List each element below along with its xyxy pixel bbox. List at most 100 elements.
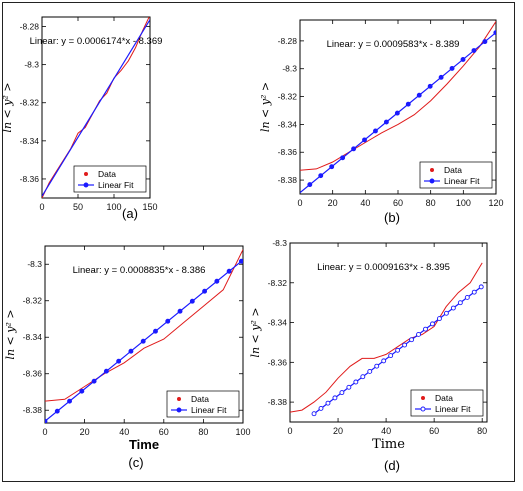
plot-content: [45, 249, 243, 423]
fit-marker: [153, 328, 158, 334]
fit-marker: [373, 128, 378, 134]
legend-label-fit: Linear Fit: [98, 180, 134, 190]
fit-marker: [340, 155, 346, 161]
x-tick-label: 40: [360, 198, 370, 208]
fit-marker: [450, 305, 456, 311]
fit-marker: [67, 398, 73, 404]
y-tick-label: -8.32: [23, 296, 43, 306]
x-tick-label: 40: [381, 426, 391, 436]
fit-marker: [416, 92, 422, 98]
legend-box: [410, 389, 484, 417]
y-axis-label: ln < y² >: [4, 309, 17, 359]
x-tick-label: 100: [456, 198, 471, 208]
y-tick-label: -8.36: [20, 174, 40, 184]
x-tick-label: 150: [142, 202, 157, 212]
fit-marker: [351, 146, 357, 152]
legend-marker-fit: [176, 407, 182, 413]
fit-marker: [457, 300, 463, 306]
y-tick-label: -8.36: [23, 369, 43, 379]
fit-marker: [54, 408, 60, 414]
fit-marker: [339, 390, 345, 396]
legend-marker-data: [177, 397, 181, 401]
y-tick-label: -8.32: [278, 92, 298, 102]
y-tick-label: -8.32: [20, 98, 40, 108]
legend-marker-data: [421, 396, 425, 400]
fit-marker: [388, 353, 394, 359]
fit-equation-annotation: Linear: y = 0.0006174*x - 8.369: [30, 36, 163, 47]
chart-panel-4: 0 20 40 60 80 -8.3 -8.32 -8.34 -8.36 -8.38 Linear:…: [249, 238, 488, 473]
fit-marker: [214, 278, 220, 284]
fit-marker: [395, 347, 401, 353]
y-tick-label: -8.34: [278, 119, 298, 129]
y-tick-label: -8.32: [268, 278, 288, 288]
panel-label: (c): [128, 455, 143, 470]
x-tick-label: 0: [297, 198, 302, 208]
x-tick-label: 20: [80, 427, 90, 437]
y-axis-label: ln < y² >: [1, 82, 14, 132]
legend-box: [419, 161, 493, 189]
legend-label-fit: Linear Fit: [191, 405, 227, 415]
fit-marker: [189, 298, 195, 304]
fit-marker: [116, 358, 122, 364]
y-axis-label: ln < y² >: [249, 307, 262, 357]
y-tick-label: -8.36: [278, 147, 298, 157]
legend-marker-data: [84, 172, 88, 176]
legend-label-data: Data: [98, 169, 116, 179]
chart-panel-2: 0 20 40 60 80 100 120 -8.28 -8.3 -8.32 -8.34 -8.36 -…: [259, 19, 504, 225]
legend-label-data: Data: [435, 393, 453, 403]
y-tick-label: -8.38: [268, 397, 288, 407]
legend-marker-fit: [420, 406, 426, 412]
fit-marker: [362, 137, 367, 143]
fit-marker: [226, 268, 232, 274]
x-tick-label: 80: [426, 198, 436, 208]
panel-label: (d): [384, 458, 400, 473]
legend-marker-fit: [83, 182, 89, 188]
fit-marker: [478, 284, 484, 290]
legend-marker-data: [430, 168, 434, 172]
x-tick-label: 40: [119, 427, 129, 437]
fit-marker: [460, 57, 466, 62]
fit-marker: [394, 110, 400, 116]
x-axis-label: Time: [129, 437, 159, 452]
y-tick-label: -8.3: [24, 60, 39, 70]
fit-marker: [140, 338, 146, 344]
plot-content: [300, 21, 496, 194]
y-tick-label: -8.38: [23, 405, 43, 415]
fit-marker: [45, 418, 48, 423]
series-line-data: [45, 249, 243, 402]
fit-marker: [307, 182, 313, 188]
fit-marker: [436, 316, 442, 322]
panel-label: (b): [384, 210, 400, 225]
legend-marker-fit: [429, 178, 435, 184]
fit-marker: [202, 288, 208, 294]
legend-label-fit: Linear Fit: [435, 404, 471, 414]
legend-label-data: Data: [444, 165, 462, 175]
fit-equation-annotation: Linear: y = 0.0009583*x - 8.389: [327, 39, 460, 50]
fit-marker: [409, 337, 415, 343]
fit-marker: [329, 164, 335, 170]
x-tick-label: 80: [198, 427, 208, 437]
y-axis-label: ln < y² >: [259, 82, 272, 132]
fit-marker: [325, 400, 331, 406]
fit-marker: [482, 39, 488, 45]
fit-marker: [374, 363, 380, 369]
series-line-fit: [42, 19, 150, 197]
fit-marker: [423, 326, 428, 332]
y-tick-label: -8.28: [278, 36, 298, 46]
fit-marker: [128, 348, 134, 354]
fit-marker: [471, 48, 477, 53]
x-tick-label: 100: [106, 202, 121, 212]
fit-equation-annotation: Linear: y = 0.0008835*x - 8.386: [73, 265, 206, 276]
fit-marker: [416, 331, 421, 337]
legend-label-data: Data: [191, 394, 209, 404]
series-line-data: [290, 262, 483, 413]
fit-marker: [238, 258, 243, 264]
y-tick-label: -8.38: [278, 175, 298, 185]
x-tick-label: 20: [328, 198, 338, 208]
chart-panel-3: 0 20 40 60 80 100 -8.3 -8.32 -8.34 -8.36 -8.38 Line…: [4, 245, 251, 470]
y-tick-label: -8.34: [20, 136, 40, 146]
fit-marker: [353, 379, 359, 385]
plot-content: [290, 262, 484, 417]
fit-marker: [367, 368, 373, 374]
